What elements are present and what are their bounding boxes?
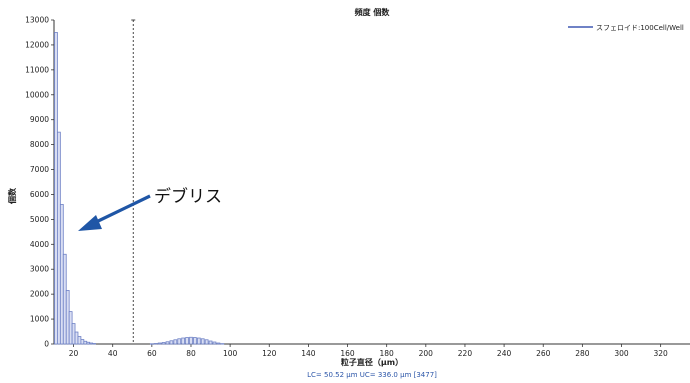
histogram-bar <box>77 336 82 345</box>
legend-label: スフェロイド:100Cell/Well <box>596 24 684 32</box>
histogram-bar <box>196 337 201 345</box>
x-tick-label: 20 <box>69 349 79 358</box>
y-tick-label: 5000 <box>30 215 49 224</box>
histogram-bar <box>169 340 174 345</box>
x-tick-label: 320 <box>653 349 668 358</box>
histogram-bar <box>212 341 217 345</box>
y-tick-label: 6000 <box>30 190 49 199</box>
y-tick-label: 2000 <box>30 290 49 299</box>
x-tick-label: 280 <box>575 349 590 358</box>
histogram-bar <box>65 290 70 345</box>
x-tick-label: 140 <box>301 349 316 358</box>
y-tick-label: 13000 <box>25 16 49 25</box>
debris-annotation: デブリス <box>78 186 222 231</box>
histogram-bar <box>193 337 197 345</box>
x-tick-label: 240 <box>497 349 512 358</box>
histogram-bar <box>57 131 61 345</box>
histogram-bar <box>216 342 221 345</box>
x-tick-label: 100 <box>223 349 238 358</box>
chart-title: 頻度 個数 <box>355 7 391 17</box>
x-tick-label: 160 <box>340 349 355 358</box>
x-tick-label: 120 <box>262 349 277 358</box>
y-tick-label: 4000 <box>30 240 49 249</box>
annotation-arrow-head <box>78 215 102 231</box>
plot-area: 0 1000 2000 3000 4000 5000 6000 7000 8000 9000 100… <box>25 16 690 358</box>
histogram-bar <box>71 323 76 345</box>
histogram-bar <box>86 341 91 345</box>
histogram-bar <box>181 337 186 345</box>
histogram-bar <box>149 343 154 345</box>
x-tick-label: 200 <box>419 349 434 358</box>
annotation-arrow-shaft <box>91 194 151 226</box>
legend: スフェロイド:100Cell/Well <box>568 24 684 32</box>
histogram-bar <box>200 338 205 345</box>
histogram-bar <box>89 342 94 345</box>
x-axis-label: 粒子直径（μm） <box>341 357 403 367</box>
y-tick-label: 10000 <box>25 90 49 99</box>
histogram-bar <box>189 336 193 345</box>
y-tick-label: 12000 <box>25 40 49 49</box>
y-tick-label: 9000 <box>30 115 49 124</box>
histogram-bar <box>74 331 79 345</box>
annotation-label: デブリス <box>154 186 222 207</box>
histogram-bar <box>204 339 209 345</box>
histogram-bar <box>177 338 182 345</box>
histogram-bar <box>185 337 189 345</box>
x-tick-label: 40 <box>108 349 118 358</box>
histogram-bar <box>157 342 162 345</box>
histogram-bar <box>153 343 158 345</box>
histogram-bar <box>173 339 178 345</box>
histogram-bar <box>220 343 225 345</box>
x-tick-label: 60 <box>147 349 157 358</box>
x-tick-label: 80 <box>186 349 196 358</box>
y-tick-label: 8000 <box>30 140 49 149</box>
x-tick-label: 220 <box>458 349 473 358</box>
y-tick-label: 0 <box>44 340 49 349</box>
histogram-bar <box>208 340 213 345</box>
histogram-bar <box>83 340 88 345</box>
histogram-bar <box>161 342 166 345</box>
x-tick-label: 260 <box>536 349 551 358</box>
y-axis-label: 個数 <box>7 187 17 205</box>
histogram-bar <box>165 341 170 345</box>
histogram-bar <box>92 343 96 345</box>
y-tick-label: 3000 <box>30 265 49 274</box>
chart-footer: LC= 50.52 μm UC= 336.0 μm [3477] <box>307 371 437 379</box>
histogram-bar <box>62 253 67 345</box>
histogram-bar <box>68 311 73 345</box>
y-tick-label: 7000 <box>30 165 49 174</box>
histogram-bar <box>80 339 85 345</box>
x-tick-label: 300 <box>614 349 629 358</box>
histogram-bar <box>59 204 64 345</box>
x-tick-label: 180 <box>380 349 395 358</box>
histogram-bar <box>54 32 58 345</box>
y-tick-label: 1000 <box>30 315 49 324</box>
y-tick-label: 11000 <box>25 65 49 74</box>
